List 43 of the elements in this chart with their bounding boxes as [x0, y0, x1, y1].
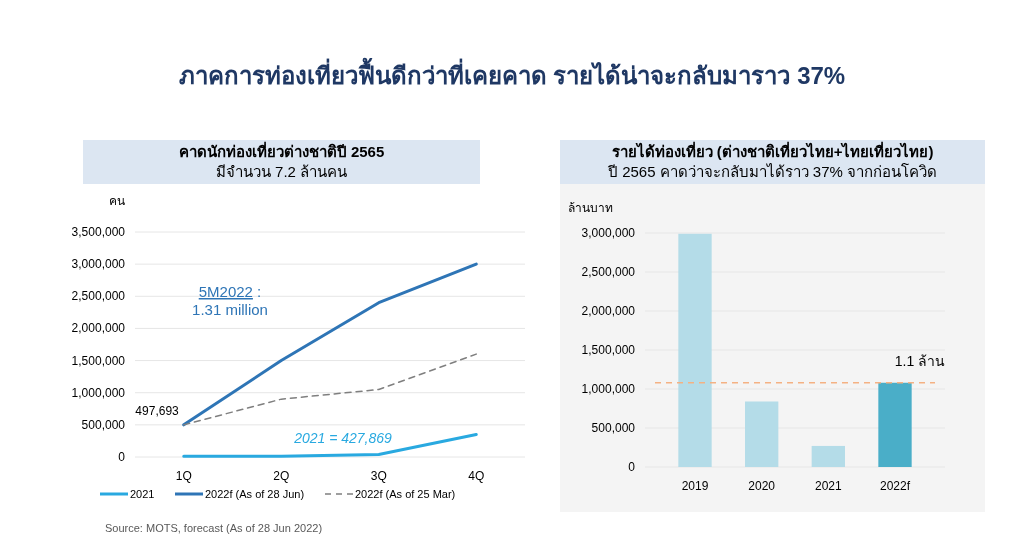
annotation: 497,693 — [135, 404, 180, 419]
y-tick-label: 3,000,000 — [581, 226, 636, 240]
bar — [745, 401, 779, 467]
x-tick-label: 1Q — [175, 469, 192, 483]
bar — [678, 233, 712, 467]
y-tick-label: 2,500,000 — [71, 289, 126, 304]
x-tick-label: 2Q — [273, 469, 290, 483]
y-tick-label: 1,500,000 — [581, 343, 636, 357]
chart-subtitle: มีจำนวน 7.2 ล้านคน — [215, 163, 348, 180]
bar — [878, 382, 912, 467]
chart-title: รายได้ท่องเที่ยว (ต่างชาติเที่ยวไทย+ไทยเที่ยวไทย) — [611, 141, 934, 160]
line-series — [183, 353, 477, 426]
x-tick-label: 4Q — [468, 469, 485, 483]
y-tick-label: 3,000,000 — [71, 257, 126, 272]
chart-subtitle: ปี 2565 คาดว่าจะกลับมาได้ราว 37% จากก่อนโควิด — [606, 163, 938, 180]
y-tick-label: 3,500,000 — [71, 225, 126, 239]
legend-label: 2022f (As of 25 Mar) — [355, 488, 456, 500]
chart-title: คาดนักท่องเที่ยวต่างชาติปี 2565 — [178, 141, 385, 160]
annotation: 2021 = 427,869 — [293, 430, 393, 446]
ref-line-label: 1.1 ล้าน — [894, 352, 946, 369]
x-tick-label: 2019 — [681, 479, 709, 493]
y-axis-title: ล้านบาท — [568, 201, 613, 215]
legend-label: 2022f (As of 28 Jun) — [205, 488, 305, 500]
y-tick-label: 2,000,000 — [581, 304, 636, 318]
y-axis-title: คน — [109, 194, 125, 208]
y-tick-label: 500,000 — [591, 421, 636, 435]
line-series — [182, 262, 478, 427]
annotation: 5M2022 : 1.31 million — [192, 283, 268, 318]
x-tick-label: 2022f — [879, 479, 911, 493]
y-tick-label: 1,000,000 — [581, 382, 636, 396]
y-tick-label: 0 — [118, 450, 126, 464]
y-tick-label: 2,000,000 — [71, 321, 126, 336]
bar — [811, 445, 845, 467]
x-tick-label: 2020 — [748, 479, 776, 493]
y-tick-label: 0 — [628, 460, 636, 474]
source-note: Source: MOTS, forecast (As of 28 Jun 2022) — [105, 522, 323, 534]
x-tick-label: 3Q — [370, 469, 387, 483]
text: ภาคการท่องเที่ยวฟื้นดีกว่าที่เคยคาด รายได้น่าจะกลับมาราว 37% — [178, 57, 846, 89]
x-tick-label: 2021 — [814, 479, 842, 493]
y-tick-label: 1,500,000 — [71, 353, 126, 368]
y-tick-label: 2,500,000 — [581, 265, 636, 279]
y-tick-label: 500,000 — [81, 417, 126, 432]
y-tick-label: 1,000,000 — [71, 385, 126, 400]
